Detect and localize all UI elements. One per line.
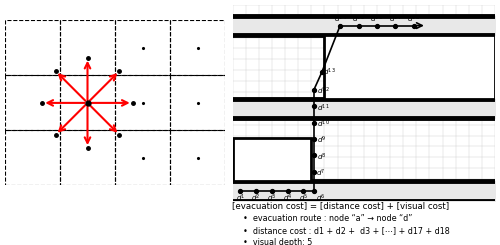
Text: $d^{16}$: $d^{16}$ [370, 14, 384, 25]
Text: $d^{3}$: $d^{3}$ [267, 193, 276, 204]
Bar [5, 20, 60, 75]
Text: $d^{6}$: $d^{6}$ [316, 193, 326, 204]
Text: $d^{5}$: $d^{5}$ [298, 193, 308, 204]
Text: $d^{7}$: $d^{7}$ [316, 168, 326, 179]
Bar [115, 130, 170, 185]
Text: $d^{9}$: $d^{9}$ [317, 135, 326, 146]
Bar [60, 130, 115, 185]
Text: •  visual depth: 5: • visual depth: 5 [243, 238, 312, 245]
Bar [324, 35, 495, 98]
Bar [5, 130, 60, 185]
Bar [170, 20, 225, 75]
Bar [170, 75, 225, 130]
Text: $d^{1}$: $d^{1}$ [236, 193, 245, 204]
Text: $d^{4}$: $d^{4}$ [282, 193, 292, 204]
Text: $d^{17}$: $d^{17}$ [389, 14, 402, 25]
Bar [60, 75, 115, 130]
Bar [115, 20, 170, 75]
Bar [115, 75, 170, 130]
Text: •  distance cost : d1 + d2 +  d3 + [⋯] + d17 + d18: • distance cost : d1 + d2 + d3 + [⋯] + d… [243, 226, 450, 235]
Text: $d^{14}$: $d^{14}$ [334, 14, 346, 25]
Text: $d^{15}$: $d^{15}$ [352, 14, 365, 25]
Text: $d^{11}$: $d^{11}$ [316, 102, 330, 114]
Text: $d^{2}$: $d^{2}$ [252, 193, 261, 204]
Bar [60, 20, 115, 75]
Text: $d^{8}$: $d^{8}$ [317, 151, 326, 163]
Text: $d^{13}$: $d^{13}$ [324, 67, 336, 78]
Bar [170, 130, 225, 185]
Text: [evacuation cost] = [distance cost] + [visual cost]: [evacuation cost] = [distance cost] + [v… [232, 201, 450, 210]
Text: $d^{18}$: $d^{18}$ [407, 14, 420, 25]
Bar [5, 75, 60, 130]
Bar [232, 138, 311, 181]
Text: $d^{10}$: $d^{10}$ [316, 119, 330, 130]
Text: $d^{12}$: $d^{12}$ [316, 86, 330, 97]
Text: •  evacuation route : node “a” → node “d”: • evacuation route : node “a” → node “d” [243, 214, 412, 223]
